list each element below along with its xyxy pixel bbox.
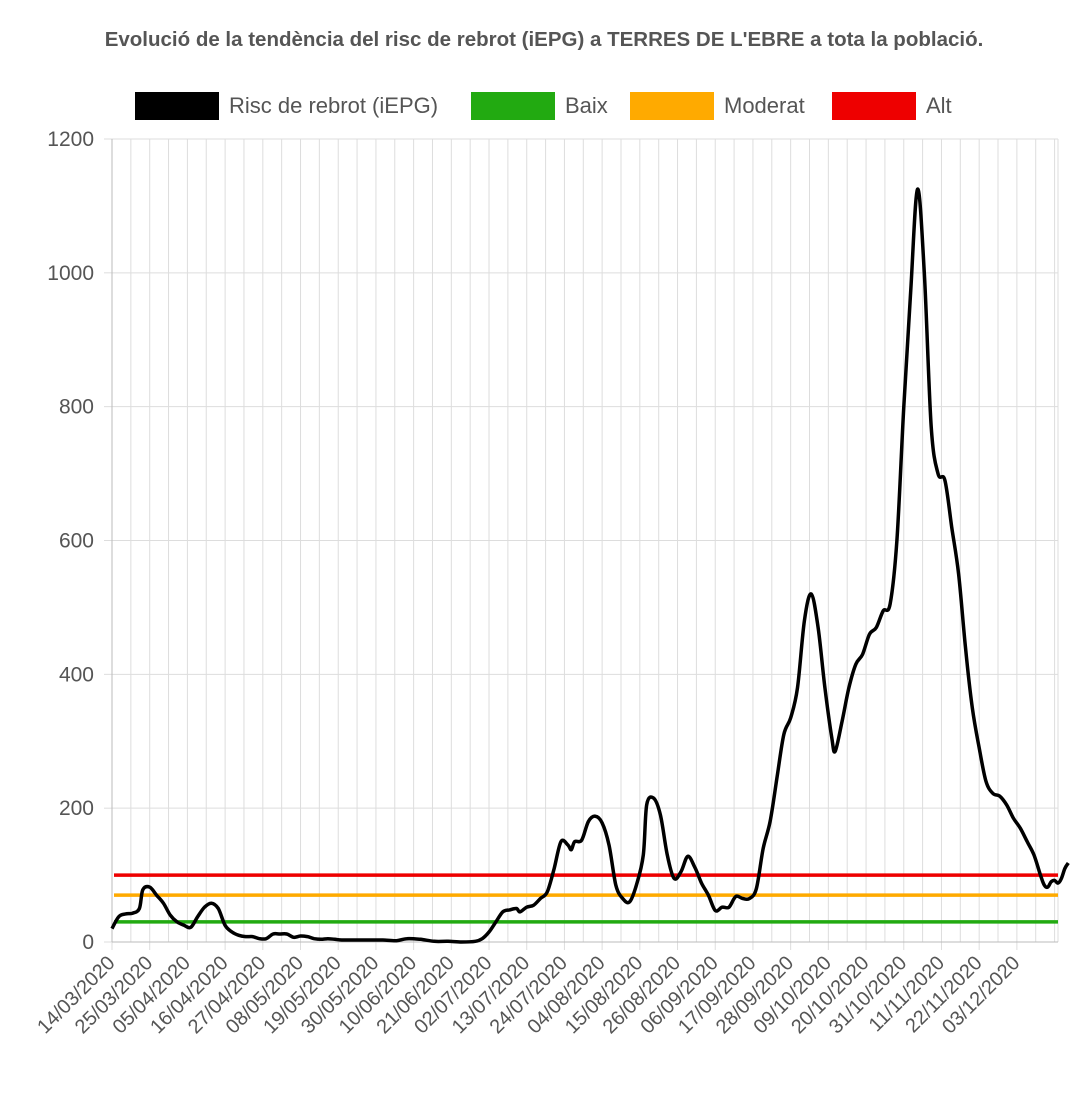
legend-swatch-moderat (630, 92, 714, 120)
legend-item-baix[interactable]: Baix (471, 90, 608, 122)
legend-label-iepg: Risc de rebrot (iEPG) (229, 93, 439, 118)
chart-legend: Risc de rebrot (iEPG) Baix Moderat Alt (0, 90, 1088, 122)
legend-item-iepg[interactable]: Risc de rebrot (iEPG) (135, 90, 438, 122)
legend-swatch-iepg (135, 92, 219, 120)
y-tick-label: 1200 (47, 128, 94, 151)
series-line-iepg (110, 187, 1070, 944)
y-tick-label: 1000 (47, 262, 94, 285)
chart-title: Evolució de la tendència del risc de reb… (104, 28, 984, 51)
y-tick-label: 600 (59, 530, 94, 553)
legend-label-moderat: Moderat (724, 93, 805, 118)
y-tick-label: 800 (59, 396, 94, 419)
y-tick-label: 400 (59, 663, 94, 686)
legend-swatch-baix (471, 92, 555, 120)
legend-item-moderat[interactable]: Moderat (630, 90, 805, 122)
legend-item-alt[interactable]: Alt (832, 90, 952, 122)
legend-label-baix: Baix (565, 93, 608, 118)
y-tick-label: 200 (59, 797, 94, 820)
legend-label-alt: Alt (926, 93, 952, 118)
y-tick-label: 0 (82, 931, 94, 954)
legend-swatch-alt (832, 92, 916, 120)
